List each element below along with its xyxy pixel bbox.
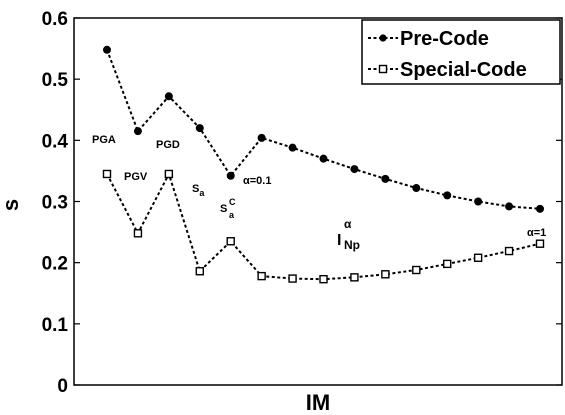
legend-label-pre-code: Pre-Code <box>400 28 489 50</box>
annotation-sac-sup: C <box>229 197 236 207</box>
data-point <box>102 169 112 179</box>
data-point <box>164 169 174 179</box>
data-point <box>226 237 235 246</box>
data-point <box>195 124 204 133</box>
y-tick-label: 0.5 <box>42 70 69 91</box>
data-point <box>288 274 297 283</box>
legend-item-special-code: Special-Code <box>368 59 527 81</box>
legend-marker-special-code <box>378 64 388 74</box>
series-layer <box>102 45 545 284</box>
y-tick-label: 0.3 <box>42 193 68 214</box>
y-axis-label: s <box>0 199 23 211</box>
data-point <box>133 229 143 238</box>
data-point <box>443 259 452 269</box>
data-point <box>505 202 514 211</box>
annotation-sa: Sa <box>192 183 205 198</box>
series-special-code <box>102 169 545 284</box>
data-point <box>226 171 235 180</box>
data-point <box>381 174 390 183</box>
data-point <box>412 184 421 193</box>
data-point <box>412 265 421 275</box>
y-tick-label: 0.2 <box>42 254 68 275</box>
annotation-pgd: PGD <box>156 139 180 151</box>
annotation-sac-base: S <box>220 203 227 215</box>
data-point <box>504 246 514 256</box>
annotation-pga: PGA <box>92 134 116 146</box>
data-point <box>257 271 266 281</box>
data-point <box>536 204 544 213</box>
y-tick-label: 0.6 <box>42 9 68 30</box>
annotation-pgv: PGV <box>124 171 148 183</box>
legend-label-special-code: Special-Code <box>400 59 527 81</box>
annotation-inp-base: I <box>337 232 341 249</box>
annotation-sac: S C a <box>220 197 236 220</box>
data-point <box>257 133 266 142</box>
annotation-sa-base: S <box>192 183 199 195</box>
annotation-alpha-1: α=1 <box>527 227 546 239</box>
annotation-sa-sub: a <box>199 188 205 198</box>
data-point <box>535 239 545 248</box>
data-point <box>474 197 483 206</box>
data-point <box>350 273 359 282</box>
legend-item-pre-code: Pre-Code <box>368 28 489 50</box>
legend-marker-pre-code <box>379 34 387 42</box>
annotation-inp-sup: α <box>344 217 352 231</box>
data-point <box>103 45 111 54</box>
data-point <box>195 267 204 276</box>
data-point <box>350 165 359 174</box>
data-point <box>381 270 390 279</box>
x-axis-label: IM <box>306 390 330 415</box>
data-point <box>473 253 483 262</box>
annotations: PGA PGV PGD Sa S C a α=0.1 I α Np α=1 <box>92 134 546 252</box>
annotation-inp-sub: Np <box>344 238 360 252</box>
y-tick-label: 0 <box>57 376 68 397</box>
data-point <box>164 92 173 101</box>
data-point <box>319 154 328 163</box>
y-tick-label: 0.1 <box>42 315 69 336</box>
data-point <box>288 143 297 152</box>
data-point <box>319 274 328 284</box>
annotation-alpha-0-1: α=0.1 <box>243 175 271 187</box>
data-point <box>133 127 142 136</box>
y-tick-label: 0.4 <box>42 131 69 152</box>
legend: Pre-Code Special-Code <box>361 19 561 85</box>
annotation-sac-sub: a <box>229 210 235 220</box>
data-point <box>443 191 452 200</box>
series-pre-code <box>103 45 544 213</box>
annotation-inp: I α Np <box>337 217 360 252</box>
legend-box <box>361 19 561 85</box>
